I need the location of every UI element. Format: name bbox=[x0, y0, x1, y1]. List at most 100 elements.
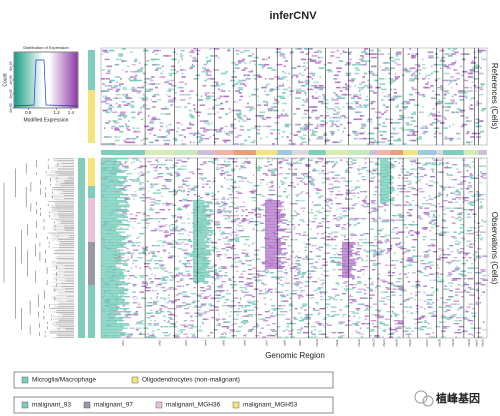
heatmap-cell bbox=[381, 236, 387, 238]
heatmap-cell bbox=[356, 180, 360, 182]
heatmap-cell bbox=[297, 224, 300, 226]
heatmap-cell bbox=[273, 97, 275, 99]
heatmap-cell bbox=[412, 272, 416, 274]
heatmap-cell bbox=[444, 137, 450, 140]
heatmap-cell bbox=[247, 330, 253, 332]
heatmap-cell bbox=[255, 273, 260, 275]
heatmap-block bbox=[101, 164, 121, 166]
heatmap-cell bbox=[160, 125, 164, 128]
heatmap-cell bbox=[371, 122, 373, 124]
heatmap-cell bbox=[282, 70, 285, 73]
heatmap-cell bbox=[362, 179, 367, 181]
heatmap-cell bbox=[458, 207, 464, 209]
heatmap-cell bbox=[214, 221, 220, 223]
heatmap-cell bbox=[381, 125, 387, 128]
heatmap-cell bbox=[413, 78, 420, 80]
heatmap-cell bbox=[267, 161, 270, 163]
heatmap-cell bbox=[435, 225, 440, 227]
heatmap-cell bbox=[432, 90, 435, 92]
heatmap-cell bbox=[203, 297, 208, 299]
legend-box bbox=[13, 371, 334, 389]
heatmap-cell bbox=[419, 191, 425, 193]
heatmap-cell bbox=[373, 245, 378, 247]
heatmap-cell bbox=[373, 92, 377, 94]
heatmap-cell bbox=[475, 118, 480, 121]
heatmap-cell bbox=[202, 323, 204, 325]
heatmap-cell bbox=[253, 174, 255, 176]
heatmap-cell bbox=[117, 115, 123, 117]
heatmap-cell bbox=[458, 273, 464, 275]
heatmap-cell bbox=[167, 311, 171, 313]
heatmap-cell bbox=[456, 207, 460, 209]
heatmap-cell bbox=[226, 134, 231, 136]
heatmap-cell bbox=[373, 336, 377, 338]
heatmap-cell bbox=[161, 305, 164, 307]
heatmap-cell bbox=[253, 56, 255, 59]
heatmap-cell bbox=[310, 60, 316, 62]
heatmap-cell bbox=[102, 49, 108, 52]
heatmap-cell bbox=[399, 216, 404, 218]
heatmap-cell bbox=[479, 67, 482, 69]
heatmap-cell bbox=[326, 69, 332, 71]
heatmap-cell bbox=[223, 332, 227, 334]
heatmap-cell bbox=[445, 109, 447, 112]
heatmap-cell bbox=[274, 137, 279, 140]
heatmap-cell bbox=[448, 83, 451, 85]
heatmap-cell bbox=[349, 294, 351, 296]
heatmap-cell bbox=[446, 318, 451, 320]
heatmap-cell bbox=[175, 225, 178, 227]
heatmap-cell bbox=[255, 167, 261, 169]
heatmap-block bbox=[101, 249, 122, 251]
heatmap-cell bbox=[407, 335, 410, 337]
heatmap-cell bbox=[470, 327, 477, 329]
heatmap-cell bbox=[403, 326, 406, 328]
heatmap-block bbox=[101, 248, 117, 250]
heatmap-cell bbox=[196, 93, 198, 96]
heatmap-cell bbox=[230, 300, 235, 302]
heatmap-cell bbox=[214, 306, 219, 308]
heatmap-cell bbox=[161, 264, 164, 266]
heatmap-cell bbox=[460, 216, 462, 218]
heatmap-cell bbox=[434, 78, 441, 80]
heatmap-block bbox=[101, 300, 125, 302]
heatmap-cell bbox=[176, 70, 179, 73]
heatmap-cell bbox=[326, 221, 330, 223]
heatmap-cell bbox=[412, 255, 419, 257]
heatmap-cell bbox=[323, 275, 330, 277]
heatmap-cell bbox=[290, 267, 296, 269]
heatmap-cell bbox=[450, 53, 456, 55]
heatmap-cell bbox=[138, 303, 140, 305]
heatmap-cell bbox=[314, 215, 318, 217]
heatmap-cell bbox=[174, 230, 180, 232]
heatmap-cell bbox=[183, 263, 188, 265]
key-xlabel: Modified Expression bbox=[23, 117, 68, 123]
heatmap-block bbox=[101, 237, 128, 239]
heatmap-cell bbox=[243, 49, 250, 52]
heatmap-cell bbox=[468, 233, 475, 235]
heatmap-cell bbox=[299, 219, 304, 221]
heatmap-cell bbox=[256, 308, 258, 310]
heatmap-cell bbox=[236, 53, 239, 55]
heatmap-cell bbox=[389, 264, 396, 266]
heatmap-cell bbox=[263, 203, 265, 205]
heatmap-cell bbox=[412, 249, 416, 251]
heatmap-cell bbox=[435, 130, 438, 133]
heatmap-cell bbox=[149, 335, 155, 337]
heatmap-cell bbox=[414, 299, 416, 301]
heatmap-cell bbox=[275, 51, 282, 54]
heatmap-cell bbox=[456, 249, 459, 251]
heatmap-cell bbox=[238, 260, 242, 262]
heatmap-cell bbox=[326, 314, 330, 316]
heatmap-cell bbox=[354, 137, 358, 140]
heatmap-cell bbox=[405, 129, 411, 131]
heatmap-cell bbox=[300, 276, 304, 278]
heatmap-cell bbox=[254, 207, 261, 209]
heatmap-cell bbox=[145, 165, 147, 167]
heatmap-cell bbox=[304, 309, 307, 311]
heatmap-cell bbox=[268, 309, 271, 311]
heatmap-cell bbox=[145, 104, 148, 106]
heatmap-cell bbox=[182, 189, 185, 191]
heatmap-cell bbox=[205, 194, 210, 196]
heatmap-cell bbox=[239, 125, 244, 128]
heatmap-cell bbox=[141, 246, 144, 248]
